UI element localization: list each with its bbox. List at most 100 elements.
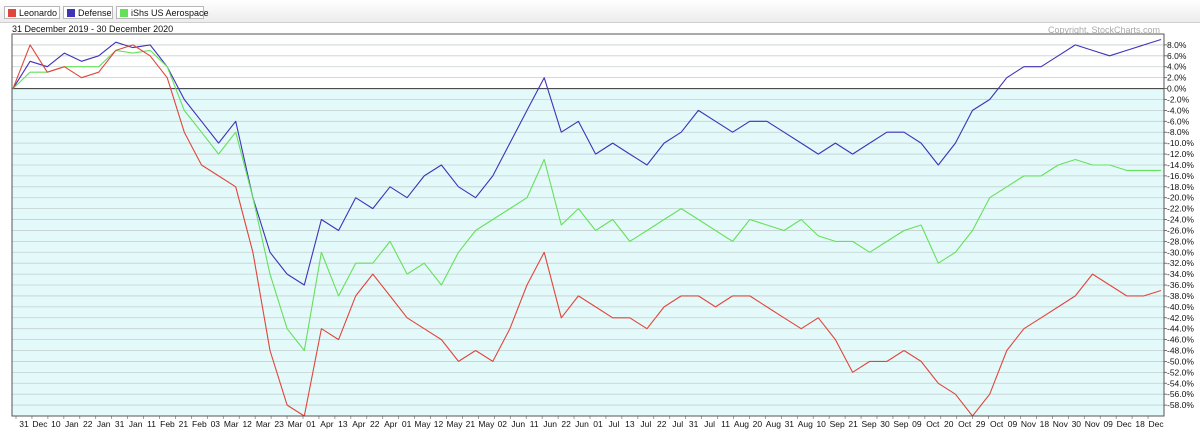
x-tick-label: 01 (306, 419, 316, 429)
y-tick-label: 6.0% (1167, 51, 1187, 61)
series-line-defense (12, 38, 1162, 286)
x-tick-label: Jun (575, 419, 589, 429)
x-tick-label: 01 (593, 419, 603, 429)
x-tick-label: 12 (434, 419, 444, 429)
x-tick-label: 11 (530, 419, 539, 429)
band-positive (12, 34, 1164, 89)
x-tick-label: Jun (511, 419, 525, 429)
y-tick-label: -58.0% (1167, 400, 1194, 410)
x-tick-label: Dec (1148, 419, 1164, 429)
y-tick-label: -10.0% (1167, 138, 1194, 148)
legend-item-defense[interactable]: Defense (63, 6, 113, 19)
copyright-notice: Copyright, StockCharts.com (1047, 25, 1160, 35)
x-tick-label: Jul (704, 419, 715, 429)
x-tick-label: Jun (543, 419, 557, 429)
y-tick-label: -46.0% (1167, 335, 1194, 345)
y-tick-label: -36.0% (1167, 280, 1194, 290)
x-tick-label: Nov (1085, 419, 1101, 429)
x-tick-label: Mar (256, 419, 271, 429)
x-tick-label: Dec (32, 419, 48, 429)
x-tick-label: 21 (179, 419, 189, 429)
x-tick-label: 23 (274, 419, 284, 429)
x-tick-label: Sep (830, 419, 845, 429)
chart-grid (12, 44, 1164, 406)
y-tick-label: -12.0% (1167, 149, 1194, 159)
x-tick-label: May (478, 419, 495, 429)
y-tick-label: -54.0% (1167, 378, 1194, 388)
x-tick-label: Jul (672, 419, 683, 429)
x-tick-label: 20 (753, 419, 763, 429)
legend-swatch-defense (67, 9, 75, 17)
y-tick-label: -2.0% (1167, 94, 1190, 104)
x-tick-label: Jan (129, 419, 143, 429)
x-tick-label: 03 (211, 419, 221, 429)
x-tick-label: 18 (1135, 419, 1145, 429)
x-tick-label: Jan (97, 419, 111, 429)
legend-swatch-ishs (120, 9, 128, 17)
x-tick-label: 30 (1072, 419, 1082, 429)
legend-label: Leonardo (19, 8, 58, 18)
legend-label: Defense (78, 8, 112, 18)
x-tick-label: 02 (498, 419, 508, 429)
x-tick-label: 21 (848, 419, 858, 429)
x-tick-label: Apr (320, 419, 333, 429)
x-tick-label: Feb (192, 419, 207, 429)
y-tick-label: -4.0% (1167, 105, 1190, 115)
y-tick-label: -8.0% (1167, 127, 1190, 137)
y-tick-label: -20.0% (1167, 193, 1194, 203)
x-tick-label: Sep (893, 419, 908, 429)
x-tick-label: Mar (224, 419, 239, 429)
x-tick-label: May (446, 419, 463, 429)
x-axis: 31 Dec 10 Jan 22 Jan 31 Jan 11 Feb 21 Feb 03 Mar 12 Mar… (15, 416, 1164, 429)
x-tick-label: 31 (115, 419, 125, 429)
y-tick-label: -6.0% (1167, 116, 1190, 126)
date-range: 31 December 2019 - 30 December 2020 (12, 24, 174, 34)
x-tick-label: 09 (1103, 419, 1113, 429)
y-tick-label: 2.0% (1167, 73, 1187, 83)
x-tick-label: 10 (51, 419, 61, 429)
x-tick-label: Oct (926, 419, 940, 429)
y-tick-label: -24.0% (1167, 215, 1194, 225)
legend-item-ishs-us-aerospace[interactable]: iShs US Aerospace (116, 6, 209, 19)
x-tick-label: 09 (912, 419, 922, 429)
x-tick-label: Apr (384, 419, 397, 429)
y-tick-label: -28.0% (1167, 236, 1194, 246)
legend-item-leonardo[interactable]: Leonardo (4, 6, 60, 19)
y-tick-label: 0.0% (1167, 84, 1187, 94)
x-tick-label: Jul (608, 419, 619, 429)
x-tick-label: Oct (990, 419, 1004, 429)
legend-swatch-leonardo (8, 9, 16, 17)
x-tick-label: 22 (561, 419, 571, 429)
y-tick-label: -22.0% (1167, 204, 1194, 214)
x-tick-label: 30 (880, 419, 890, 429)
x-tick-label: Nov (1021, 419, 1037, 429)
x-tick-label: 21 (466, 419, 476, 429)
y-tick-label: -34.0% (1167, 269, 1194, 279)
x-tick-label: 31 (689, 419, 699, 429)
legend-bar: Leonardo Defense iShs US Aerospace (0, 0, 1200, 23)
y-tick-label: -50.0% (1167, 356, 1194, 366)
chart-series (12, 38, 1162, 417)
series-line-ishs-us-aerospace (12, 49, 1161, 352)
y-tick-label: -42.0% (1167, 313, 1194, 323)
x-tick-label: 13 (625, 419, 635, 429)
y-tick-label: 8.0% (1167, 40, 1187, 50)
x-tick-label: Feb (160, 419, 175, 429)
x-tick-label: 22 (370, 419, 380, 429)
x-tick-label: 29 (976, 419, 986, 429)
y-tick-label: -48.0% (1167, 346, 1194, 356)
x-tick-label: Sep (861, 419, 876, 429)
x-tick-label: Mar (288, 419, 303, 429)
y-tick-label: -44.0% (1167, 324, 1194, 334)
legend-label: iShs US Aerospace (131, 8, 209, 18)
x-tick-label: May (415, 419, 432, 429)
y-axis: 8.0%6.0%4.0%2.0%0.0%-2.0%-4.0%-6.0%-8.0%… (1164, 40, 1194, 410)
x-tick-label: 22 (657, 419, 667, 429)
x-tick-label: Aug (766, 419, 781, 429)
y-tick-label: -30.0% (1167, 247, 1194, 257)
x-tick-label: 10 (816, 419, 826, 429)
y-tick-label: -56.0% (1167, 389, 1194, 399)
x-tick-label: 13 (338, 419, 348, 429)
y-tick-label: -32.0% (1167, 258, 1194, 268)
